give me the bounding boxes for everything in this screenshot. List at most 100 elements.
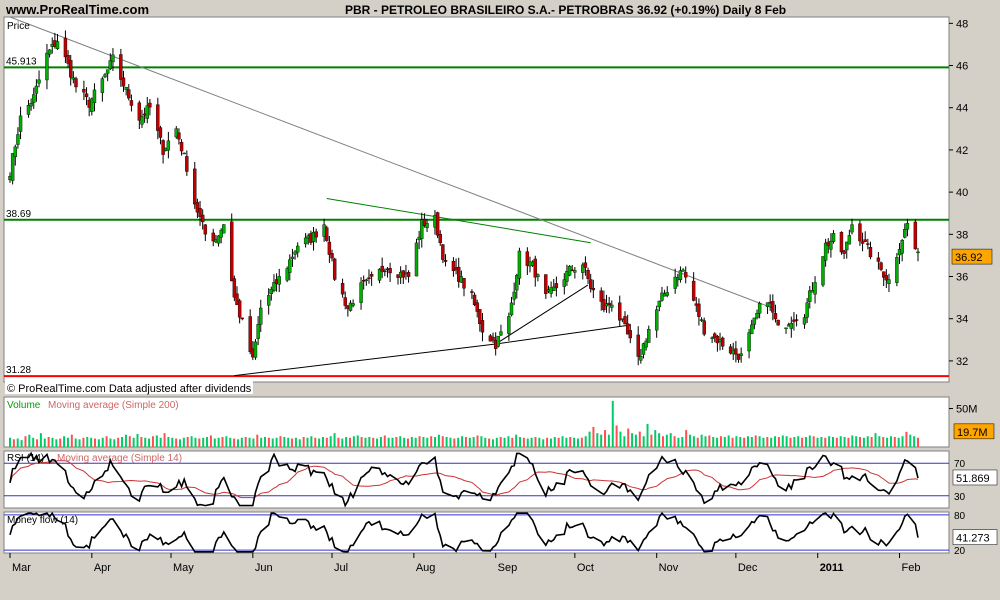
volume-bar: [39, 433, 42, 447]
volume-bar: [901, 436, 904, 447]
volume-bar: [406, 438, 409, 447]
volume-bar: [132, 437, 135, 447]
volume-bar: [43, 438, 46, 447]
candle: [784, 327, 788, 330]
volume-bar: [777, 437, 780, 447]
volume-bar: [364, 437, 367, 447]
site-name[interactable]: www.ProRealTime.com: [6, 2, 150, 17]
volume-bar: [615, 425, 618, 447]
money-flow-label: Money flow (14): [7, 515, 78, 526]
volume-bar: [283, 437, 286, 447]
candlesticks: [8, 30, 920, 366]
volume-bar: [685, 430, 688, 447]
volume-bar: [47, 437, 50, 447]
candle: [868, 247, 873, 258]
volume-bar: [542, 439, 545, 447]
volume-bar: [294, 437, 297, 447]
candle: [845, 241, 849, 251]
volume-bar: [897, 437, 900, 447]
volume-bar: [607, 434, 610, 447]
volume-bar: [716, 437, 719, 447]
candle: [285, 268, 289, 281]
volume-bar: [148, 438, 151, 447]
volume-bar: [352, 436, 355, 447]
x-tick-label: Feb: [902, 562, 921, 574]
volume-bar: [236, 439, 239, 447]
volume-bar: [329, 436, 332, 447]
candle: [332, 258, 337, 280]
volume-bar: [144, 437, 147, 447]
volume-bar: [526, 438, 529, 447]
candle: [739, 353, 743, 356]
volume-bar: [681, 437, 684, 447]
volume-bar: [349, 437, 352, 447]
candle: [195, 202, 200, 213]
volume-bar: [917, 437, 919, 447]
volume-bar: [264, 437, 267, 447]
volume-bar: [310, 436, 313, 447]
candle: [879, 262, 883, 270]
volume-bar: [789, 437, 792, 447]
candle: [636, 334, 640, 357]
volume-bar: [256, 434, 259, 447]
candle: [863, 239, 867, 242]
volume-bar: [59, 438, 62, 447]
volume-bar: [731, 437, 734, 447]
candle: [435, 212, 440, 236]
candle: [499, 331, 503, 336]
candle: [140, 116, 144, 125]
candle: [161, 140, 165, 155]
candle: [351, 303, 355, 306]
candle: [665, 292, 669, 296]
x-tick-label: Jun: [255, 562, 273, 574]
chart-header: www.ProRealTime.com PBR - PETROLEO BRASI…: [0, 0, 1000, 18]
candle: [156, 104, 160, 131]
volume-bar: [368, 437, 371, 447]
volume-bar: [175, 438, 178, 447]
candle: [100, 78, 105, 93]
candle: [823, 242, 828, 261]
volume-bar: [561, 436, 564, 447]
volume-bar: [229, 437, 232, 447]
candle: [728, 346, 733, 354]
candle: [713, 333, 717, 338]
volume-bar: [399, 436, 402, 447]
candle: [773, 313, 778, 320]
volume-bar: [522, 437, 525, 447]
candle: [383, 270, 387, 273]
volume-bar: [225, 436, 228, 447]
candle: [256, 324, 260, 339]
candle: [377, 268, 382, 281]
volume-bar: [86, 437, 89, 447]
volume-bar: [847, 437, 850, 447]
candle: [821, 256, 825, 286]
watermark: © ProRealTime.com Data adjusted after di…: [7, 383, 252, 395]
trendline: [234, 343, 496, 377]
y-tick-label: 44: [956, 103, 968, 115]
candle: [639, 355, 643, 361]
rsi-ma-label: Moving average (Simple 14): [57, 453, 182, 464]
candle: [860, 241, 865, 244]
candle: [478, 309, 482, 325]
candle: [618, 302, 622, 321]
volume-bar: [534, 437, 537, 447]
volume-bar: [472, 437, 475, 447]
x-tick-label: Nov: [659, 562, 679, 574]
volume-bar: [74, 438, 77, 447]
candle: [750, 324, 754, 335]
volume-label: Volume: [7, 400, 41, 411]
candle: [462, 278, 466, 289]
volume-bar: [576, 438, 579, 447]
volume-bar: [171, 437, 174, 447]
volume-bar: [109, 438, 112, 447]
candle: [684, 272, 688, 278]
volume-tag: [953, 423, 995, 440]
candle: [92, 89, 97, 104]
volume-bar: [395, 437, 398, 447]
candle: [533, 258, 537, 278]
volume-bar: [835, 437, 838, 447]
level-label: 38.69: [6, 209, 31, 220]
volume-bar: [66, 437, 69, 447]
y-tick-label: 42: [956, 145, 968, 157]
